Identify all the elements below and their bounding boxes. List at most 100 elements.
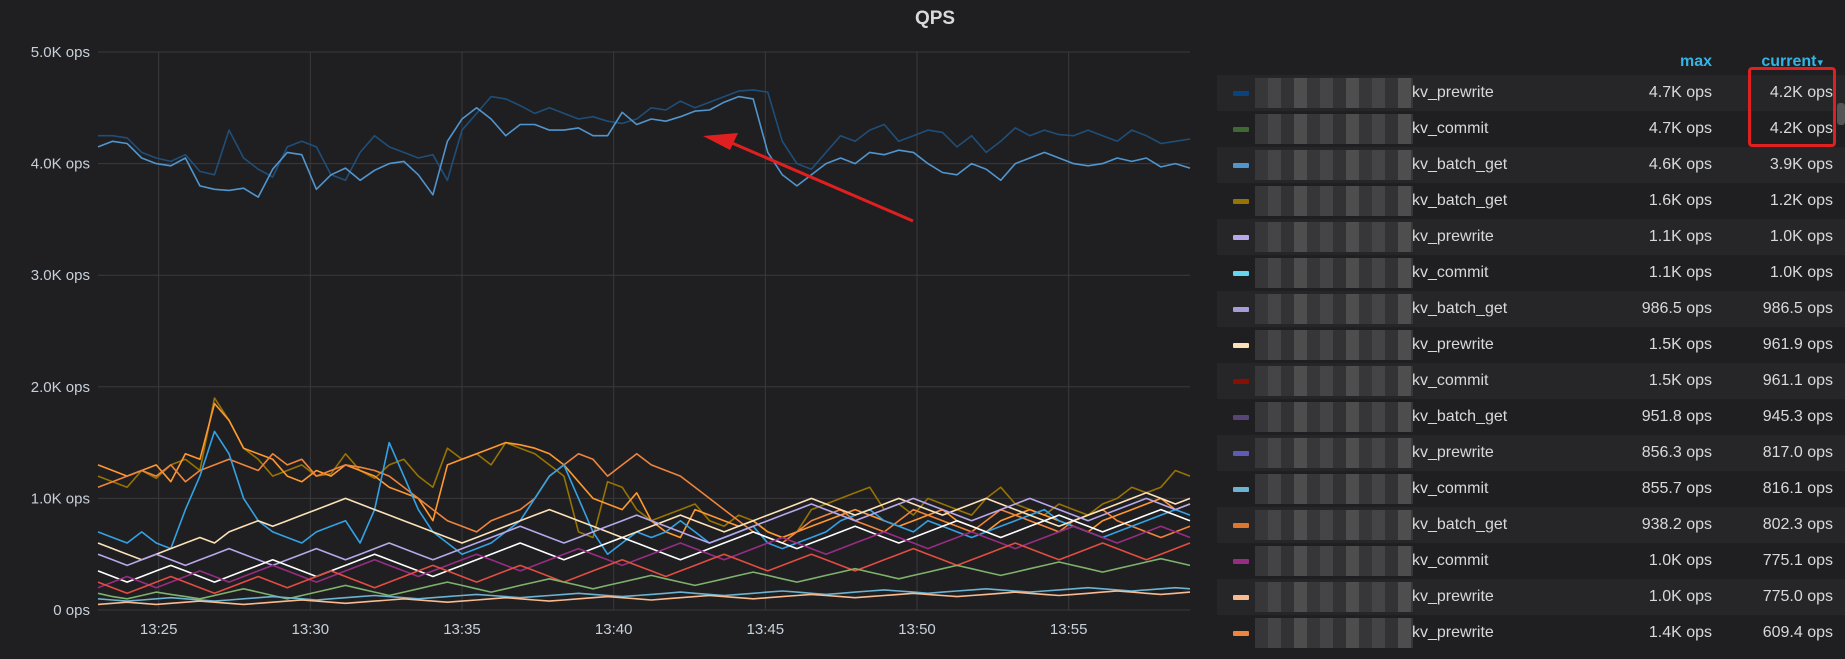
legend-row[interactable]: kv_commit 1.5K ops 961.1 ops xyxy=(1217,363,1845,399)
legend-row[interactable]: kv_batch_get 938.2 ops 802.3 ops xyxy=(1217,507,1845,543)
legend-series-swatch[interactable] xyxy=(1233,415,1249,420)
series-line[interactable] xyxy=(97,452,1191,544)
legend-row[interactable]: kv_prewrite 1.0K ops 775.0 ops xyxy=(1217,579,1845,615)
legend-series-swatch[interactable] xyxy=(1233,523,1249,528)
legend-value-max: 1.5K ops xyxy=(1648,336,1712,353)
legend-series-name[interactable]: kv_prewrite xyxy=(1412,228,1494,245)
legend-column-current[interactable]: current▾ xyxy=(1761,53,1823,71)
legend-value-max: 1.1K ops xyxy=(1648,228,1712,245)
legend-series-name[interactable]: kv_prewrite xyxy=(1412,444,1494,461)
legend-value-current: 609.4 ops xyxy=(1762,624,1833,641)
series-line[interactable] xyxy=(97,95,1191,198)
legend-series-swatch[interactable] xyxy=(1233,127,1249,132)
legend-series-name[interactable]: kv_commit xyxy=(1412,264,1489,281)
series-line[interactable] xyxy=(97,590,1191,606)
legend-series-name[interactable]: kv_batch_get xyxy=(1412,192,1508,209)
legend-value-max: 1.4K ops xyxy=(1648,624,1712,641)
legend-series-swatch[interactable] xyxy=(1233,307,1249,312)
panel-title[interactable]: QPS xyxy=(914,8,956,29)
legend-series-name[interactable]: kv_prewrite xyxy=(1412,588,1494,605)
legend-scrollbar[interactable] xyxy=(1837,103,1845,125)
series-line[interactable] xyxy=(98,89,1191,182)
legend-series-swatch[interactable] xyxy=(1233,595,1249,600)
legend-row[interactable]: kv_prewrite 856.3 ops 817.0 ops xyxy=(1217,435,1845,471)
chart-axes: 0 ops 1.0K ops 2.0K ops 3.0K ops 4.0K ops 5.0… xyxy=(31,44,1088,638)
legend-series-name[interactable]: kv_prewrite xyxy=(1412,624,1494,641)
series-line[interactable] xyxy=(97,397,1191,539)
x-tick-label: 13:25 xyxy=(140,621,178,638)
legend-series-swatch[interactable] xyxy=(1233,235,1249,240)
legend-row[interactable]: kv_batch_get 4.6K ops 3.9K ops xyxy=(1217,147,1845,183)
legend-series-swatch[interactable] xyxy=(1233,343,1249,348)
annotation-highlight-box xyxy=(1748,67,1836,147)
legend-series-swatch[interactable] xyxy=(1233,631,1249,636)
legend-series-name[interactable]: kv_batch_get xyxy=(1412,516,1508,533)
legend-row[interactable]: kv_commit 4.7K ops 4.2K ops xyxy=(1217,111,1845,147)
sort-desc-icon: ▾ xyxy=(1817,57,1823,69)
legend-series-swatch[interactable] xyxy=(1233,451,1249,456)
legend-value-max: 4.7K ops xyxy=(1648,84,1712,101)
legend-value-max: 1.1K ops xyxy=(1648,264,1712,281)
legend-series-name[interactable]: kv_commit xyxy=(1412,120,1489,137)
legend-series-name[interactable]: kv_prewrite xyxy=(1412,84,1494,101)
redacted-instance-label xyxy=(1255,582,1413,612)
legend-value-max: 1.6K ops xyxy=(1648,192,1712,209)
redacted-instance-label xyxy=(1255,222,1413,252)
legend-column-max[interactable]: max xyxy=(1679,53,1712,70)
legend-series-swatch[interactable] xyxy=(1233,559,1249,564)
legend-value-current: 775.0 ops xyxy=(1762,588,1833,605)
legend-series-name[interactable]: kv_batch_get xyxy=(1412,300,1508,317)
legend-row[interactable]: kv_commit 1.1K ops 1.0K ops xyxy=(1217,255,1845,291)
legend-series-swatch[interactable] xyxy=(1233,199,1249,204)
legend-row[interactable]: kv_prewrite 1.1K ops 1.0K ops xyxy=(1217,219,1845,255)
redacted-instance-label xyxy=(1255,186,1413,216)
x-tick-label: 13:40 xyxy=(595,621,633,638)
y-tick-label: 5.0K ops xyxy=(31,44,90,61)
legend-header: max current▾ xyxy=(1217,49,1845,75)
legend-value-current: 4.2K ops xyxy=(1769,84,1833,101)
series-line[interactable] xyxy=(97,542,1191,595)
redacted-instance-label xyxy=(1255,114,1413,144)
legend-value-current: 802.3 ops xyxy=(1762,516,1833,533)
legend-series-name[interactable]: kv_prewrite xyxy=(1412,336,1494,353)
y-tick-label: 4.0K ops xyxy=(31,156,90,173)
legend-row[interactable]: kv_batch_get 1.6K ops 1.2K ops xyxy=(1217,183,1845,219)
legend-series-swatch[interactable] xyxy=(1233,91,1249,96)
legend-value-current: 1.2K ops xyxy=(1769,192,1833,209)
series-line[interactable] xyxy=(97,508,1191,583)
legend-row[interactable]: kv_prewrite 1.5K ops 961.9 ops xyxy=(1217,327,1845,363)
y-tick-label: 2.0K ops xyxy=(31,379,90,396)
legend-row[interactable]: kv_batch_get 986.5 ops 986.5 ops xyxy=(1217,291,1845,327)
x-tick-label: 13:50 xyxy=(898,621,936,638)
legend-row[interactable]: kv_prewrite 4.7K ops 4.2K ops xyxy=(1217,75,1845,111)
legend-series-swatch[interactable] xyxy=(1233,379,1249,384)
legend-row[interactable]: kv_commit 1.0K ops 775.1 ops xyxy=(1217,543,1845,579)
x-tick-label: 13:55 xyxy=(1050,621,1088,638)
legend-row[interactable]: kv_commit 855.7 ops 816.1 ops xyxy=(1217,471,1845,507)
legend-row[interactable]: kv_batch_get 951.8 ops 945.3 ops xyxy=(1217,399,1845,435)
legend-value-current: 961.9 ops xyxy=(1762,336,1833,353)
legend-row[interactable]: kv_prewrite 1.4K ops 609.4 ops xyxy=(1217,615,1845,651)
series-line[interactable] xyxy=(97,491,1191,561)
chart-annotations xyxy=(703,133,914,223)
redacted-instance-label xyxy=(1255,618,1413,648)
legend-value-current: 4.2K ops xyxy=(1769,120,1833,137)
series-line[interactable] xyxy=(97,430,1191,556)
legend-table: max current▾ kv_prewrite 4.7K ops 4.2K ops… xyxy=(1217,49,1845,659)
series-line[interactable] xyxy=(97,402,1191,539)
redacted-instance-label xyxy=(1255,510,1413,540)
legend-series-swatch[interactable] xyxy=(1233,271,1249,276)
redacted-instance-label xyxy=(1255,366,1413,396)
legend-series-name[interactable]: kv_batch_get xyxy=(1412,408,1508,425)
redacted-instance-label xyxy=(1255,438,1413,468)
legend-value-max: 951.8 ops xyxy=(1641,408,1712,425)
legend-series-name[interactable]: kv_commit xyxy=(1412,480,1489,497)
legend-series-swatch[interactable] xyxy=(1233,487,1249,492)
legend-series-swatch[interactable] xyxy=(1233,163,1249,168)
series-line[interactable] xyxy=(97,586,1191,602)
legend-series-name[interactable]: kv_commit xyxy=(1412,372,1489,389)
legend-series-name[interactable]: kv_commit xyxy=(1412,552,1489,569)
legend-value-current: 1.0K ops xyxy=(1769,264,1833,281)
legend-series-name[interactable]: kv_batch_get xyxy=(1412,156,1508,173)
